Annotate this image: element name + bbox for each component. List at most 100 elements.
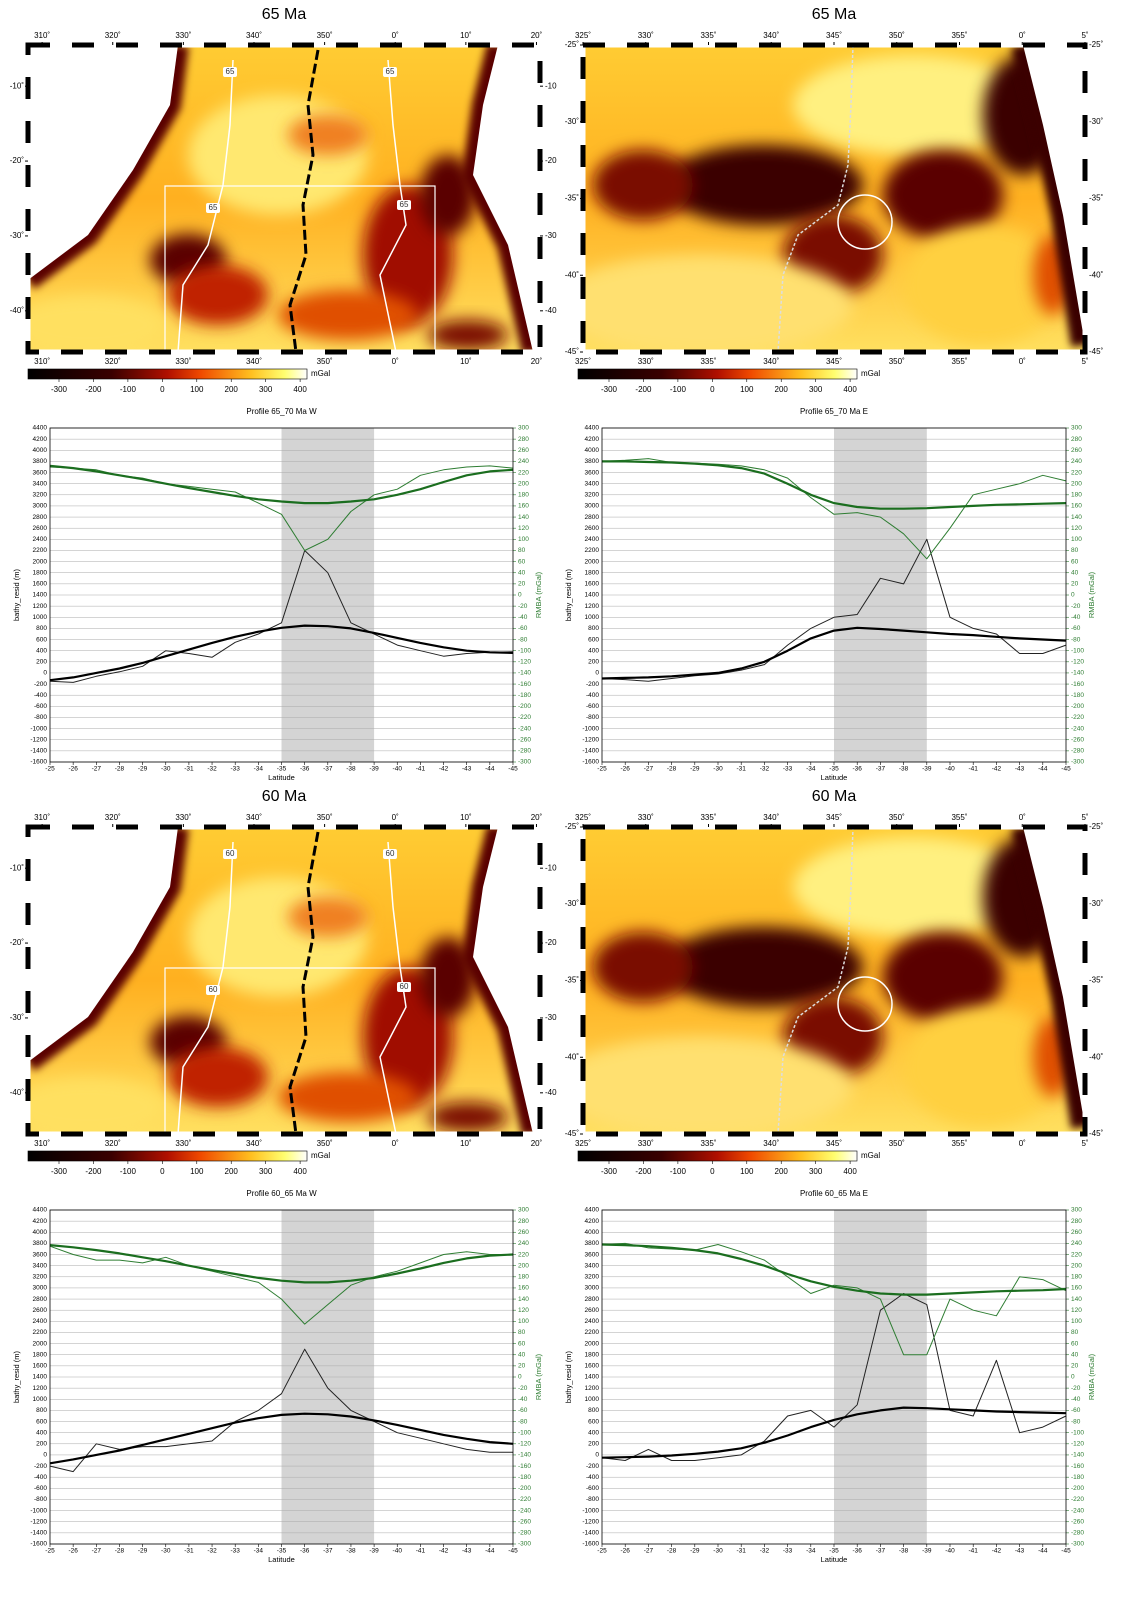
y2-tick-label: -280 bbox=[1071, 748, 1084, 755]
y-tick-label: -25˚ bbox=[565, 40, 580, 49]
y2-tick-label: -30 bbox=[545, 1013, 557, 1022]
y2-tick-label: 40 bbox=[1071, 1351, 1079, 1358]
map-title: 60 Ma bbox=[262, 788, 307, 805]
colorbar bbox=[577, 1150, 858, 1162]
y2-tick-label: 300 bbox=[1071, 425, 1082, 432]
y-tick-label: 600 bbox=[36, 636, 47, 643]
x-tick-label: -44 bbox=[485, 766, 495, 773]
gravity-anomaly bbox=[28, 295, 168, 352]
x-tick-label: 5˚ bbox=[1081, 357, 1088, 366]
gravity-anomaly bbox=[583, 1037, 853, 1134]
y-tick-label: -600 bbox=[34, 703, 47, 710]
gravity-anomaly bbox=[883, 932, 1003, 1022]
y2-tick-label: 100 bbox=[1071, 536, 1082, 543]
y-tick-label: 3000 bbox=[33, 503, 48, 510]
y-tick-label: -30˚ bbox=[1089, 899, 1104, 908]
x-tick-label: -32 bbox=[207, 1548, 217, 1555]
colorbar-tick-label: -100 bbox=[670, 385, 687, 394]
x-tick-label: -35 bbox=[829, 1548, 839, 1555]
x-tick-label: -38 bbox=[899, 1548, 909, 1555]
y-tick-label: 2000 bbox=[33, 1340, 48, 1347]
x-tick-label: -41 bbox=[416, 1548, 426, 1555]
x-tick-label: -37 bbox=[323, 1548, 333, 1555]
y-tick-label: -25˚ bbox=[1089, 40, 1104, 49]
x-tick-label: 350˚ bbox=[317, 813, 333, 822]
y2-tick-label: -180 bbox=[518, 1474, 531, 1481]
chart-title: Profile 65_70 Ma W bbox=[246, 407, 317, 416]
y2-tick-label: -100 bbox=[518, 647, 531, 654]
gravity-anomaly bbox=[28, 1077, 168, 1134]
colorbar-tick-label: 200 bbox=[225, 385, 239, 394]
y2-tick-label: 220 bbox=[1071, 469, 1082, 476]
y-tick-label: 3400 bbox=[33, 1262, 48, 1269]
x-tick-label: -26 bbox=[68, 1548, 78, 1555]
y-tick-label: -200 bbox=[34, 1463, 47, 1470]
isochron-label: 60 bbox=[226, 849, 235, 858]
y2-tick-label: -20 bbox=[518, 1385, 528, 1392]
x-tick-label: 0˚ bbox=[1019, 813, 1026, 822]
y-tick-label: 1800 bbox=[33, 569, 48, 576]
x-tick-label: 10˚ bbox=[460, 1139, 472, 1148]
study-circle bbox=[837, 976, 893, 1032]
land bbox=[28, 45, 178, 280]
x-tick-label: 350˚ bbox=[889, 1139, 905, 1148]
y2-tick-label: -160 bbox=[1071, 1463, 1084, 1470]
y-tick-label: -400 bbox=[34, 1474, 47, 1481]
y-tick-label: 3000 bbox=[33, 1285, 48, 1292]
y2-tick-label: -260 bbox=[518, 1518, 531, 1525]
colorbar-tick-label: -200 bbox=[85, 1167, 102, 1176]
y-tick-label: -1200 bbox=[30, 736, 47, 743]
y2-tick-label: 20 bbox=[1071, 1363, 1079, 1370]
y2-tick-label: -220 bbox=[518, 1496, 531, 1503]
y-tick-label: 400 bbox=[588, 647, 599, 654]
y2-tick-label: 120 bbox=[518, 525, 529, 532]
y2-tick-label: 300 bbox=[518, 1207, 529, 1214]
x-tick-label: 320˚ bbox=[105, 1139, 121, 1148]
y2-tick-label: 20 bbox=[1071, 581, 1079, 588]
gravity-anomaly bbox=[428, 320, 508, 350]
y2-tick-label: 240 bbox=[518, 458, 529, 465]
x-tick-label: 325˚ bbox=[575, 357, 591, 366]
y2-tick-label: 60 bbox=[518, 558, 526, 565]
y-tick-label: 4400 bbox=[585, 425, 600, 432]
y2-tick-label: 20 bbox=[518, 1363, 526, 1370]
x-tick-label: -31 bbox=[736, 766, 746, 773]
map-title: 65 Ma bbox=[262, 6, 307, 23]
gravity-anomaly bbox=[663, 927, 863, 1007]
y2-tick-label: 100 bbox=[518, 536, 529, 543]
isochron-label-bg bbox=[397, 982, 411, 992]
gravity-anomaly bbox=[168, 265, 268, 325]
x-tick-label: -36 bbox=[852, 766, 862, 773]
y2-tick-label: 140 bbox=[1071, 514, 1082, 521]
colorbar-tick-label: 0 bbox=[160, 1167, 165, 1176]
y-tick-label: -1600 bbox=[30, 1541, 47, 1548]
y2-tick-label: -160 bbox=[518, 681, 531, 688]
x-tick-label: -42 bbox=[439, 766, 449, 773]
x-tick-label: 0˚ bbox=[392, 1139, 399, 1148]
y2-tick-label: 0 bbox=[518, 1374, 522, 1381]
x-tick-label: 10˚ bbox=[460, 31, 472, 40]
y-tick-label: -20˚ bbox=[10, 156, 25, 165]
x-tick-label: -31 bbox=[736, 1548, 746, 1555]
colorbar-tick-label: 400 bbox=[293, 1167, 307, 1176]
x-tick-label: 0˚ bbox=[1019, 31, 1026, 40]
x-tick-label: -36 bbox=[300, 766, 310, 773]
x-tick-label: 350˚ bbox=[889, 31, 905, 40]
gravity-anomaly bbox=[593, 932, 693, 1002]
x-tick-label: 355˚ bbox=[951, 813, 967, 822]
colorbar-tick-label: 300 bbox=[809, 385, 823, 394]
y-tick-label: -1400 bbox=[30, 1530, 47, 1537]
y-tick-label: -45˚ bbox=[565, 347, 580, 356]
y2-tick-label: -300 bbox=[1071, 759, 1084, 766]
isochron-label-bg bbox=[223, 67, 237, 77]
study-box bbox=[164, 185, 436, 352]
x-tick-label: 310˚ bbox=[34, 1139, 50, 1148]
y-tick-label: 1400 bbox=[33, 592, 48, 599]
y2-axis-label: RMBA (mGal) bbox=[534, 1353, 543, 1400]
colorbar-unit: mGal bbox=[861, 1151, 880, 1160]
x-tick-label: 350˚ bbox=[889, 357, 905, 366]
isochron-label: 65 bbox=[209, 203, 218, 212]
x-tick-label: 355˚ bbox=[951, 31, 967, 40]
y-tick-label: 2800 bbox=[33, 514, 48, 521]
